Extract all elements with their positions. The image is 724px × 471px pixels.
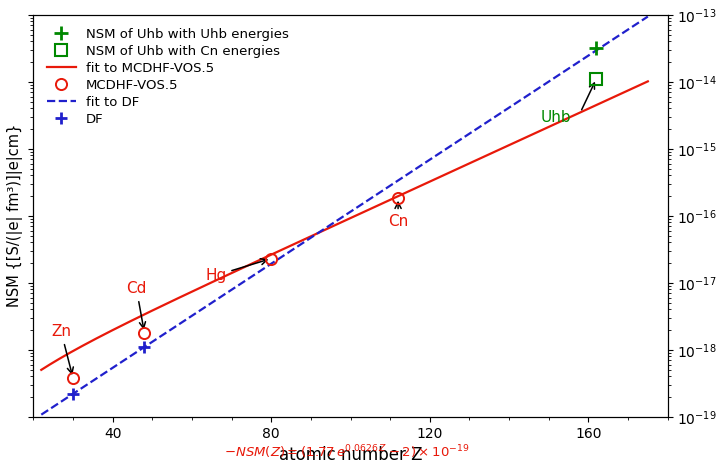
Text: $-NSM(Z) = (1.77\,e^{0.0626\,Z}-2)\times10^{-19}$: $-NSM(Z) = (1.77\,e^{0.0626\,Z}-2)\times…	[224, 443, 469, 461]
Text: Hg: Hg	[205, 259, 267, 283]
Y-axis label: NSM {[S/(|e| fm³)]|e|cm}: NSM {[S/(|e| fm³)]|e|cm}	[7, 124, 23, 308]
Text: Uhb: Uhb	[541, 110, 571, 125]
X-axis label: atomic number Z: atomic number Z	[279, 446, 422, 464]
Text: Zn: Zn	[51, 324, 73, 374]
Legend: NSM of Uhb with Uhb energies, NSM of Uhb with Cn energies, fit to MCDHF-VOS.5, M: NSM of Uhb with Uhb energies, NSM of Uhb…	[40, 21, 295, 132]
Text: Cd: Cd	[126, 281, 147, 328]
Text: Cn: Cn	[388, 203, 408, 229]
